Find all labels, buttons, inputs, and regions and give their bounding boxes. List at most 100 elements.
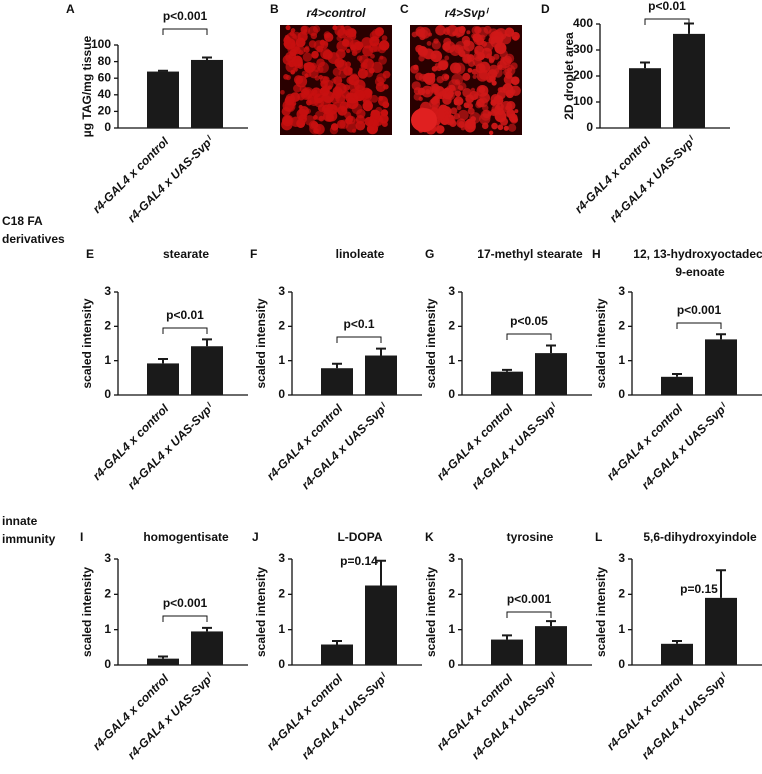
droplet	[304, 45, 310, 50]
droplet	[476, 98, 485, 108]
row-label: C18 FA	[2, 214, 43, 228]
panel-title: 5,6-dihydroxyindole	[643, 530, 757, 544]
droplet	[382, 101, 390, 109]
panel-letter: C	[400, 2, 409, 16]
bar	[661, 376, 693, 395]
y-tick-label: 1	[104, 353, 111, 367]
annotation: p<0.01	[648, 0, 686, 13]
x-tick-label: r4-GAL4 x UAS-Svpⁱ	[469, 670, 561, 762]
droplet	[493, 109, 500, 116]
panel-letter: K	[425, 530, 434, 544]
droplet	[309, 68, 319, 79]
y-tick-label: 1	[448, 353, 455, 367]
x-tick-label: r4-GAL4 x UAS-Svpⁱ	[639, 670, 731, 762]
annotation: p=0.15	[680, 582, 718, 596]
bar	[535, 626, 567, 665]
droplet	[488, 130, 494, 135]
droplet	[311, 50, 319, 59]
droplet	[450, 107, 458, 115]
droplet	[497, 124, 504, 131]
droplet	[496, 90, 506, 100]
annotation: p<0.001	[677, 303, 722, 317]
droplet	[445, 87, 450, 92]
bar	[147, 363, 179, 395]
droplet	[462, 72, 471, 81]
droplet	[474, 45, 485, 56]
droplet	[284, 34, 290, 40]
y-tick-label: 100	[573, 94, 593, 108]
panel-letter: J	[252, 530, 259, 544]
droplet	[496, 102, 504, 111]
droplet	[465, 122, 473, 129]
droplet	[351, 128, 357, 133]
error-bar	[202, 338, 212, 347]
y-tick-label: 3	[104, 284, 111, 298]
x-tick-label: r4-GAL4 x control	[604, 671, 686, 753]
y-tick-label: 80	[98, 54, 112, 68]
y-tick-label: 60	[98, 70, 112, 84]
y-tick-label: 0	[618, 387, 625, 401]
droplet	[488, 55, 495, 63]
y-axis-label: µg TAG/mg tissue	[80, 35, 94, 137]
y-tick-label: 3	[104, 551, 111, 565]
droplet	[453, 96, 464, 106]
error-bar	[376, 559, 386, 586]
droplet	[475, 54, 481, 60]
droplet	[298, 50, 304, 55]
droplet	[466, 54, 475, 62]
droplet	[293, 84, 302, 93]
droplet	[340, 25, 345, 30]
error-bar	[202, 626, 212, 632]
y-tick-label: 2	[278, 319, 285, 333]
droplet	[343, 84, 350, 91]
y-axis-label: 2D droplet area	[562, 32, 576, 120]
droplet	[318, 74, 324, 80]
row-label: immunity	[2, 532, 56, 546]
droplet	[345, 28, 354, 38]
y-tick-label: 0	[618, 657, 625, 671]
droplet	[290, 69, 296, 75]
significance-bracket	[162, 615, 208, 622]
y-tick-label: 1	[278, 622, 285, 636]
droplet	[499, 117, 509, 126]
droplet	[353, 79, 366, 92]
error-bar	[502, 368, 512, 372]
bar	[191, 631, 223, 665]
bar	[705, 597, 737, 665]
x-tick-label: r4-GAL4 x control	[604, 401, 686, 483]
droplet	[362, 100, 374, 112]
y-axis-label: scaled intensity	[594, 567, 608, 657]
droplet	[290, 92, 301, 103]
droplet	[323, 107, 331, 115]
droplet	[435, 25, 446, 36]
bar	[147, 71, 179, 128]
y-tick-label: 2	[448, 319, 455, 333]
droplet	[310, 32, 318, 40]
droplet	[304, 73, 309, 78]
y-tick-label: 40	[98, 87, 112, 101]
y-tick-label: 0	[448, 657, 455, 671]
y-tick-label: 300	[573, 42, 593, 56]
droplet	[475, 37, 485, 46]
droplet	[470, 116, 477, 122]
bar	[191, 59, 223, 128]
droplet	[346, 76, 354, 85]
y-tick-label: 3	[448, 551, 455, 565]
droplet	[285, 74, 291, 81]
droplet	[458, 45, 470, 58]
droplet	[434, 63, 440, 69]
error-bar	[332, 639, 342, 645]
bar	[661, 643, 693, 665]
x-tick-label: r4-GAL4 x control	[572, 134, 654, 216]
x-tick-label: r4-GAL4 x UAS-Svpⁱ	[607, 133, 699, 225]
droplet	[298, 106, 310, 117]
x-tick-label: r4-GAL4 x control	[434, 671, 516, 753]
droplet	[502, 83, 514, 95]
error-bar	[502, 634, 512, 640]
droplet	[370, 53, 375, 59]
droplet	[357, 91, 366, 100]
y-tick-label: 0	[278, 387, 285, 401]
x-tick-label: r4-GAL4 x UAS-Svpⁱ	[639, 400, 731, 492]
bar	[365, 355, 397, 395]
row-label: derivatives	[2, 232, 65, 246]
